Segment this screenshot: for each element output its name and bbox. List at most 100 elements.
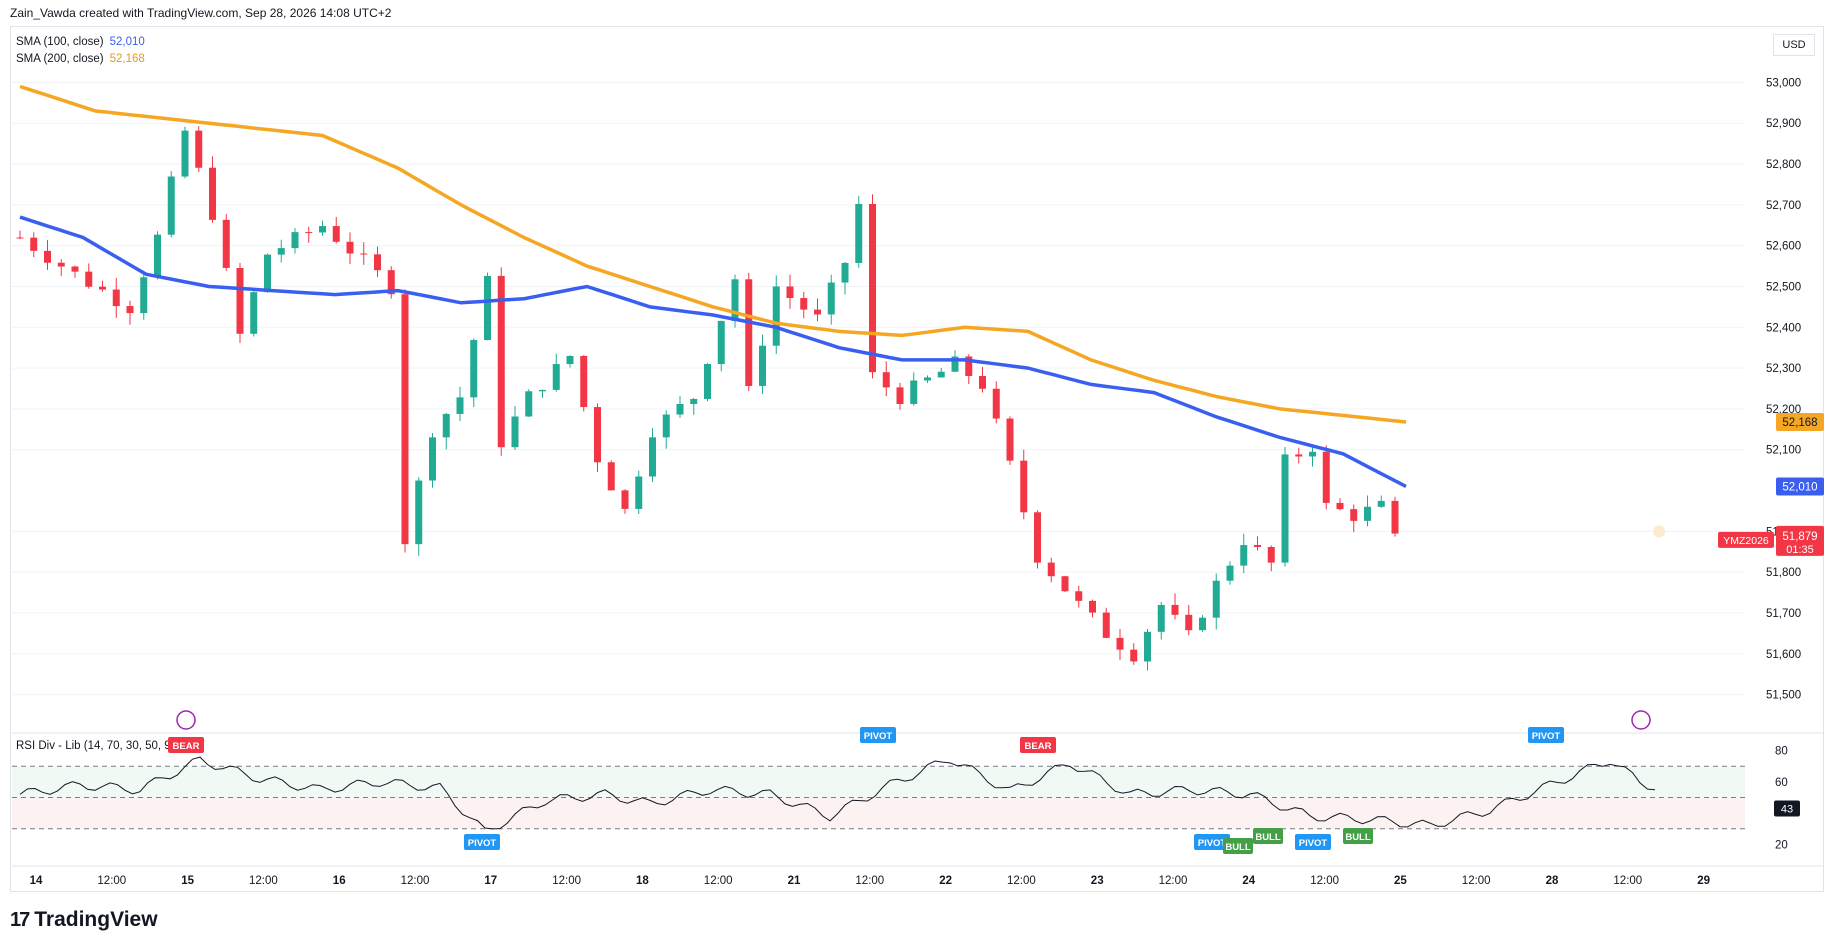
sma100-price-tag-text: 52,010 [1782,481,1817,493]
candle-body [1267,547,1275,563]
candle-body [332,226,340,242]
candle-body [85,271,93,287]
candle-body [16,237,24,239]
candle-body [319,226,326,233]
sma200-price-text: 52,168 [1782,417,1817,429]
candle-body [1240,545,1248,566]
sma-lines [19,84,1407,489]
candle-body [250,292,258,334]
candle-body [635,476,643,509]
price-tick-label: 53,000 [1766,77,1801,89]
candle-body [690,398,698,405]
rsi-legend[interactable]: RSI Div - Lib (14, 70, 30, 50, 90) [16,740,181,752]
candle-body [992,388,1000,419]
candle-body [1116,637,1124,650]
rsi-tag-text: PIVOT [1198,838,1227,849]
rsi-tag-text: PIVOT [468,838,497,849]
candle-body [759,345,766,386]
rsi-tag-text: PIVOT [864,731,893,742]
time-tick-label: 23 [1091,875,1104,887]
price-tick-label: 52,200 [1766,404,1801,416]
rsi-tag-pivot-low [464,834,500,850]
candle-body [195,130,203,168]
price-tick-label: 52,700 [1766,200,1801,212]
sma200-line [19,84,1407,424]
price-tick-label: 51,700 [1766,608,1801,620]
time-tick-label: 12:00 [97,875,126,887]
rsi-label: RSI Div - Lib (14, 70, 30, 50, 90) [16,740,181,752]
candle-body [181,130,189,177]
candle-body [1199,617,1206,631]
last-price-tag [1776,525,1824,556]
tradingview-logo-icon: 17 [10,908,30,931]
candle-body [154,234,161,278]
time-tick-label: 12:00 [1159,875,1188,887]
candle-body [1130,649,1138,662]
sma100-label: SMA (100, close) [16,36,104,48]
time-tick-label: 21 [788,875,801,887]
candle-body [305,232,313,234]
time-tick-label: 12:00 [1310,875,1339,887]
candle-body [387,270,395,295]
time-tick-label: 12:00 [855,875,884,887]
candle-body [99,286,106,290]
candle-body [57,262,65,267]
time-tick-label: 12:00 [249,875,278,887]
candle-body [30,237,38,251]
candle-body [1336,502,1344,510]
candle-body [896,387,904,404]
candle-body [607,462,615,491]
sma100-legend[interactable]: SMA (100, close) 52,010 [16,36,145,48]
sma100-price-tag-box [1776,477,1824,496]
time-tick-label: 14 [30,875,43,887]
candle-body [814,309,821,315]
candle-body [662,414,670,438]
dividend-marker-icon [1653,525,1665,538]
candle-body [1377,500,1385,507]
candle-body [772,286,780,346]
rsi-tick-label: 80 [1775,746,1788,758]
candle-body [222,219,230,268]
candle-body [621,490,629,509]
time-tick-label: 18 [636,875,649,887]
candle-body [1171,604,1179,615]
rsi-tag-bear [168,737,204,753]
candle-body [882,372,890,388]
time-tick-label: 17 [484,875,497,887]
rsi-tag-text: PIVOT [1532,731,1561,742]
candle-body [112,289,120,307]
candle-body [264,254,271,293]
candle-body [497,275,505,448]
candle-body [456,397,464,414]
candle-body [374,254,381,271]
candle-body [71,266,79,272]
price-axis: 53,000 52,900 52,800 52,700 52,600 52,500 52,4… [1766,77,1801,701]
candle-body [855,203,863,263]
rsi-tag-text: BEAR [1025,741,1052,752]
sma200-value: 52,168 [109,53,145,65]
candle-body [1061,576,1069,592]
time-axis: 14 12:00 15 12:00 16 12:00 17 12:00 18 12:00 21 12:… [30,875,1710,887]
rsi-tag-text: BULL [1345,832,1371,843]
candle-body [401,294,409,545]
candle-body [1309,451,1316,457]
sma100-value: 52,010 [109,36,145,48]
candle-body [717,320,725,365]
rsi-tag-text: BULL [1255,832,1281,843]
candle-body [745,279,753,386]
candle-body [1006,418,1014,461]
candle-body [704,364,711,399]
sma200-legend[interactable]: SMA (200, close) 52,168 [16,53,145,65]
countdown-text: 01:35 [1786,544,1814,556]
candle-body [1281,454,1289,563]
currency-label[interactable]: USD [1773,34,1815,56]
rsi-line [19,756,1656,830]
rsi-oversold-band [12,797,1745,829]
rsi-value-text: 43 [1781,803,1793,815]
sma200-label: SMA (200, close) [16,53,104,65]
candles [16,126,1399,671]
rsi-tag-bear [1020,737,1056,753]
candle-body [1157,604,1165,632]
candle-body [539,389,546,392]
